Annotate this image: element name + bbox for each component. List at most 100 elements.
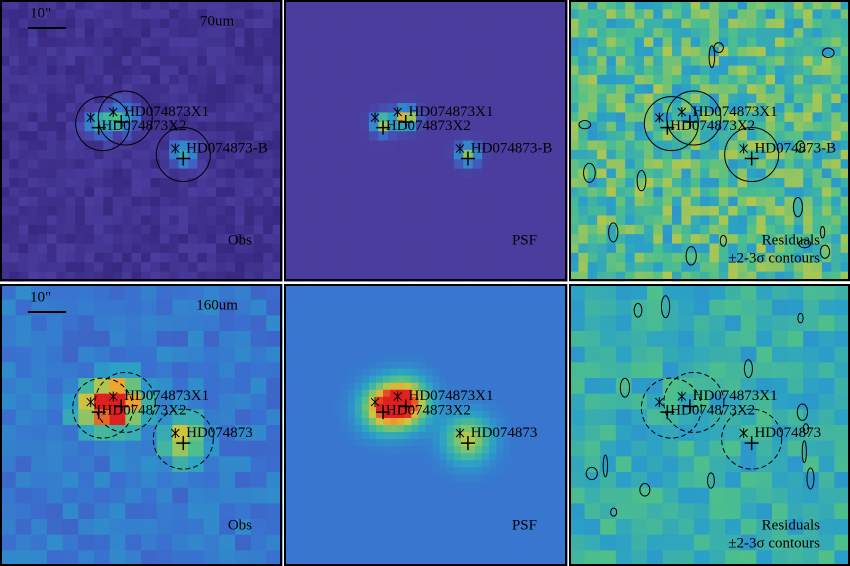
pixel	[587, 18, 598, 29]
pixel	[453, 234, 464, 245]
pixel	[368, 121, 379, 132]
pixel	[411, 312, 420, 320]
pixel	[434, 196, 445, 207]
pixel	[291, 537, 299, 546]
pixel	[482, 37, 493, 48]
pixel	[446, 558, 455, 566]
pixel	[432, 417, 441, 426]
pixel	[489, 474, 497, 482]
pixel	[787, 315, 804, 332]
pixel	[253, 56, 264, 67]
pixel	[404, 361, 412, 370]
pixel	[333, 382, 342, 391]
pixel	[425, 516, 434, 525]
pixel	[821, 168, 832, 179]
pixel	[272, 103, 283, 113]
pixel	[235, 9, 245, 20]
pixel	[538, 467, 547, 475]
pixel	[475, 340, 483, 349]
pixel	[496, 516, 504, 525]
pixel	[503, 537, 511, 546]
pixel	[840, 121, 850, 132]
pixel	[284, 439, 292, 447]
pixel	[406, 187, 417, 198]
pixel	[460, 467, 469, 475]
pixel	[298, 558, 306, 566]
pixel	[284, 84, 295, 95]
pixel	[178, 46, 189, 57]
pixel	[411, 305, 420, 313]
pixel	[500, 187, 511, 198]
pixel	[569, 456, 586, 473]
pixel	[28, 93, 39, 104]
pixel	[510, 558, 519, 566]
pixel	[510, 187, 521, 198]
pixel	[235, 112, 245, 123]
pixel	[446, 389, 455, 398]
pixel	[821, 224, 832, 235]
pixel	[709, 393, 726, 410]
pixel	[531, 467, 540, 475]
pixel	[112, 271, 123, 282]
pixel	[62, 284, 79, 301]
pixel	[647, 440, 664, 457]
pixel	[737, 84, 748, 95]
pixel	[75, 168, 86, 179]
pixel	[31, 362, 48, 379]
pixel	[690, 215, 701, 226]
pixel	[529, 168, 540, 179]
pixel	[647, 299, 664, 316]
pixel	[496, 537, 504, 546]
pixel	[432, 523, 441, 532]
pixel	[411, 368, 420, 377]
pixel	[463, 140, 474, 151]
pixel	[740, 534, 757, 551]
pixel	[302, 131, 313, 142]
pixel	[375, 340, 384, 349]
pixel	[378, 93, 389, 104]
pixel	[37, 131, 48, 142]
pixel	[340, 305, 349, 313]
pixel	[216, 28, 227, 39]
pixel	[18, 159, 29, 170]
pixel	[725, 440, 742, 457]
pixel	[482, 93, 493, 104]
pixel	[453, 298, 462, 306]
pixel	[496, 453, 504, 461]
pixel	[284, 196, 295, 207]
pixel	[340, 187, 351, 198]
pixel	[75, 252, 86, 263]
pixel	[84, 215, 95, 226]
pixel	[709, 84, 720, 95]
pixel	[78, 346, 95, 363]
pixel	[681, 262, 692, 273]
pixel	[439, 340, 448, 349]
pixel	[725, 425, 742, 442]
pixel	[219, 519, 236, 536]
pixel	[803, 46, 814, 57]
pixel	[378, 243, 389, 254]
pixel	[425, 262, 436, 273]
pixel	[840, 262, 850, 273]
pixel	[725, 550, 742, 566]
pixel	[112, 187, 123, 198]
pixel	[62, 550, 79, 566]
pixel	[557, 234, 568, 245]
pixel	[350, 131, 361, 142]
pixel	[368, 149, 379, 160]
pixel	[312, 121, 323, 132]
pixel	[141, 456, 158, 473]
pixel	[206, 215, 217, 226]
pixel	[319, 326, 328, 334]
pixel	[216, 149, 227, 160]
pixel	[78, 534, 95, 551]
pixel	[690, 187, 701, 198]
pixel	[510, 149, 521, 160]
pixel	[109, 284, 126, 301]
pixel	[606, 84, 617, 95]
pixel	[446, 305, 455, 313]
pixel	[47, 93, 57, 104]
pixel	[169, 84, 180, 95]
pixel	[302, 196, 313, 207]
pixel	[404, 467, 412, 475]
